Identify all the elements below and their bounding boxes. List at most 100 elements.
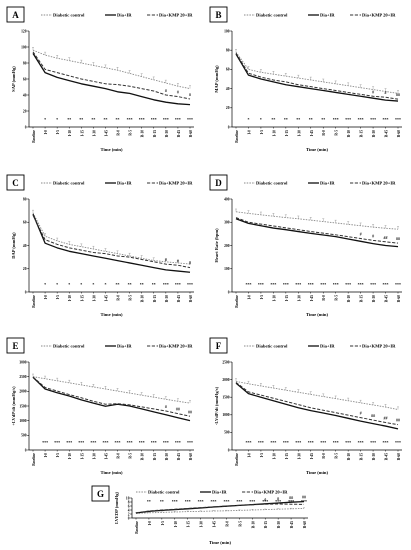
- significance-marker: ***: [187, 282, 193, 287]
- series-line: [235, 53, 399, 102]
- significance-marker: ***: [198, 499, 204, 504]
- significance-marker: ***: [358, 117, 364, 122]
- series-line: [32, 376, 191, 417]
- significance-marker: ***: [187, 117, 193, 122]
- y-tick-label: 40: [23, 93, 27, 97]
- x-tick-label: I-0: [247, 453, 251, 458]
- y-tick-label: 80: [23, 197, 27, 201]
- panel-letter: B: [215, 10, 221, 20]
- significance-marker: ##: [396, 92, 400, 97]
- x-tick-label: I-5: [260, 295, 264, 300]
- x-tick-label: R-0: [117, 453, 121, 459]
- x-tick-label: R-30: [372, 295, 376, 303]
- x-tick-label: I-5: [260, 130, 264, 135]
- series-line: [235, 211, 399, 230]
- y-tick-label: 3000: [19, 360, 26, 364]
- x-tick-label: I-5: [56, 130, 60, 135]
- significance-marker: **: [321, 117, 325, 122]
- legend-entry: Dia+KMP 20+IR: [254, 490, 288, 495]
- x-tick-label: R-0: [117, 130, 121, 136]
- y-tick-label: 10: [126, 496, 130, 500]
- y-tick-label: 0: [228, 448, 230, 452]
- significance-marker: ***: [115, 440, 121, 445]
- y-tick-label: 20: [23, 267, 27, 271]
- y-tick-label: 8: [128, 500, 130, 504]
- y-axis-label: -LVdP/dt (mmHg/s): [214, 386, 219, 425]
- x-tick-label: I-45: [310, 295, 314, 301]
- x-tick-label: I-10: [272, 295, 276, 301]
- x-axis-label: Time (min): [101, 470, 123, 475]
- significance-marker: ***: [102, 440, 108, 445]
- x-tick-label: R-10: [141, 295, 145, 303]
- significance-marker: ***: [358, 440, 364, 445]
- x-tick-label: R-30: [165, 130, 169, 138]
- y-tick-label: 2000: [222, 378, 229, 382]
- series-line: [32, 213, 191, 273]
- x-tick-label: R-5: [238, 521, 242, 527]
- x-tick-label: R-15: [153, 295, 157, 303]
- significance-marker: ***: [163, 282, 169, 287]
- y-tick-label: 300: [224, 221, 230, 225]
- significance-marker: *: [92, 282, 94, 287]
- x-tick-label: I-5: [56, 295, 60, 300]
- x-tick-label: I-30: [92, 295, 96, 301]
- x-tick-label: I-45: [310, 130, 314, 136]
- series-line: [32, 212, 191, 265]
- panel-e: E Diabetic control Dia+IR Dia+KMP 20+IR 0 500…: [6, 337, 194, 475]
- significance-marker: *: [104, 282, 106, 287]
- panel-letter: G: [97, 489, 104, 499]
- significance-marker: **: [309, 117, 313, 122]
- significance-marker: ***: [175, 282, 181, 287]
- y-tick-label: 2500: [222, 360, 229, 364]
- significance-marker: #: [165, 257, 167, 262]
- significance-marker: #: [360, 411, 362, 416]
- y-tick-label: 1500: [19, 404, 26, 408]
- x-tick-label: R-10: [347, 295, 351, 303]
- significance-marker: #: [165, 404, 167, 409]
- y-tick-label: 0: [228, 290, 230, 294]
- panel-d: D Diabetic control Dia+IR Dia+KMP 20+IR 0 100…: [209, 174, 402, 317]
- x-tick-label: I-30: [200, 521, 204, 527]
- x-tick-label: R-60: [397, 453, 401, 461]
- y-tick-label: 500: [224, 431, 230, 435]
- x-tick-label: R-15: [360, 295, 364, 303]
- significance-marker: *: [44, 117, 46, 122]
- x-tick-label: R-10: [141, 130, 145, 138]
- panel-letter-box: [209, 337, 228, 354]
- significance-marker: ***: [163, 440, 169, 445]
- significance-marker: ***: [395, 117, 401, 122]
- significance-marker: ***: [223, 499, 229, 504]
- significance-marker: ***: [358, 282, 364, 287]
- panel-g: G Diabetic control Dia+IR Dia+KMP 20+IR 0246…: [91, 485, 308, 545]
- legend-entry: Diabetic control: [53, 181, 85, 186]
- legend-entry: Diabetic control: [53, 13, 85, 18]
- series-line: [135, 503, 305, 514]
- x-tick-label: R-10: [251, 521, 255, 529]
- x-axis-label: Time (min): [101, 147, 123, 152]
- significance-marker: #: [360, 232, 362, 237]
- y-axis-label: +LVdP/dt (mmHg/s): [11, 386, 16, 426]
- y-tick-label: 2500: [19, 375, 26, 379]
- significance-marker: ***: [301, 499, 307, 504]
- x-tick-label: I-45: [104, 130, 108, 136]
- legend-entry: Dia+IR: [117, 13, 132, 18]
- x-tick-label: Baseline: [32, 130, 36, 143]
- significance-marker: **: [128, 282, 132, 287]
- significance-marker: ***: [139, 117, 145, 122]
- significance-marker: ##: [396, 418, 400, 423]
- significance-marker: *: [56, 117, 58, 122]
- panel-letter: E: [12, 341, 18, 351]
- significance-marker: ***: [275, 499, 281, 504]
- significance-marker: *: [260, 117, 262, 122]
- significance-marker: ***: [258, 440, 264, 445]
- significance-marker: **: [271, 117, 275, 122]
- significance-marker: ***: [185, 499, 191, 504]
- x-tick-label: I-15: [80, 453, 84, 459]
- y-tick-label: 80: [226, 49, 230, 53]
- x-tick-label: I-30: [297, 130, 301, 136]
- x-tick-label: R-30: [165, 453, 169, 461]
- x-tick-label: I-0: [247, 295, 251, 300]
- significance-marker: #: [189, 92, 191, 97]
- x-tick-label: I-10: [68, 130, 72, 136]
- y-axis-label: MAP (mmHg): [214, 65, 219, 93]
